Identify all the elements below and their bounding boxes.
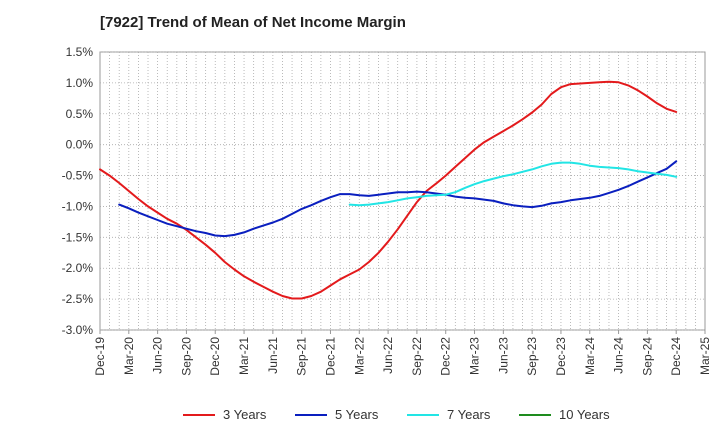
x-tick-label: Sep-24 bbox=[640, 337, 654, 376]
chart-title: [7922] Trend of Mean of Net Income Margi… bbox=[100, 14, 406, 31]
y-tick-label: -0.5% bbox=[62, 169, 94, 183]
y-tick-label: -3.0% bbox=[62, 323, 94, 337]
x-tick-label: Jun-20 bbox=[151, 337, 165, 374]
legend: 3 Years 5 Years 7 Years 10 Years bbox=[183, 407, 610, 422]
series-line-3-years bbox=[99, 80, 678, 300]
series-line-5-years bbox=[118, 160, 678, 238]
x-tick-label: Mar-20 bbox=[122, 337, 136, 375]
x-tick-label: Dec-24 bbox=[669, 337, 683, 376]
legend-label: 5 Years bbox=[335, 407, 379, 422]
y-tick-label: 0.0% bbox=[66, 138, 94, 152]
series-line-7-years bbox=[348, 161, 678, 207]
legend-label: 7 Years bbox=[447, 407, 491, 422]
y-tick-label: -2.0% bbox=[62, 261, 94, 275]
x-tick-label: Mar-24 bbox=[583, 337, 597, 375]
series-lines bbox=[99, 80, 678, 300]
x-tick-label: Jun-22 bbox=[381, 337, 395, 374]
x-tick-label: Mar-22 bbox=[352, 337, 366, 375]
y-tick-label: 1.5% bbox=[66, 45, 94, 59]
x-tick-label: Dec-19 bbox=[93, 337, 107, 376]
x-tick-label: Sep-21 bbox=[295, 337, 309, 376]
y-tick-label: -1.0% bbox=[62, 199, 94, 213]
x-tick-label: Sep-22 bbox=[410, 337, 424, 376]
grid-lines bbox=[99, 51, 706, 331]
x-tick-label: Mar-21 bbox=[237, 337, 251, 375]
y-tick-label: -2.5% bbox=[62, 292, 94, 306]
axes: 1.5% 1.0% 0.5% 0.0% -0.5% -1.0% -1.5% -2.0% -2.5… bbox=[62, 45, 712, 376]
legend-label: 10 Years bbox=[559, 407, 610, 422]
y-tick-label: -1.5% bbox=[62, 230, 94, 244]
x-tick-label: Mar-25 bbox=[698, 337, 712, 375]
x-tick-label: Dec-23 bbox=[554, 337, 568, 376]
y-tick-label: 1.0% bbox=[66, 76, 94, 90]
x-tick-label: Sep-20 bbox=[179, 337, 193, 376]
x-tick-label: Sep-23 bbox=[525, 337, 539, 376]
x-tick-label: Dec-22 bbox=[439, 337, 453, 376]
legend-label: 3 Years bbox=[223, 407, 267, 422]
x-tick-label: Jun-24 bbox=[612, 337, 626, 374]
y-tick-label: 0.5% bbox=[66, 107, 94, 121]
x-tick-label: Jun-21 bbox=[266, 337, 280, 374]
x-tick-label: Dec-20 bbox=[208, 337, 222, 376]
x-tick-label: Dec-21 bbox=[323, 337, 337, 376]
x-tick-label: Jun-23 bbox=[496, 337, 510, 374]
x-tick-label: Mar-23 bbox=[468, 337, 482, 375]
plot-frame bbox=[99, 51, 706, 331]
